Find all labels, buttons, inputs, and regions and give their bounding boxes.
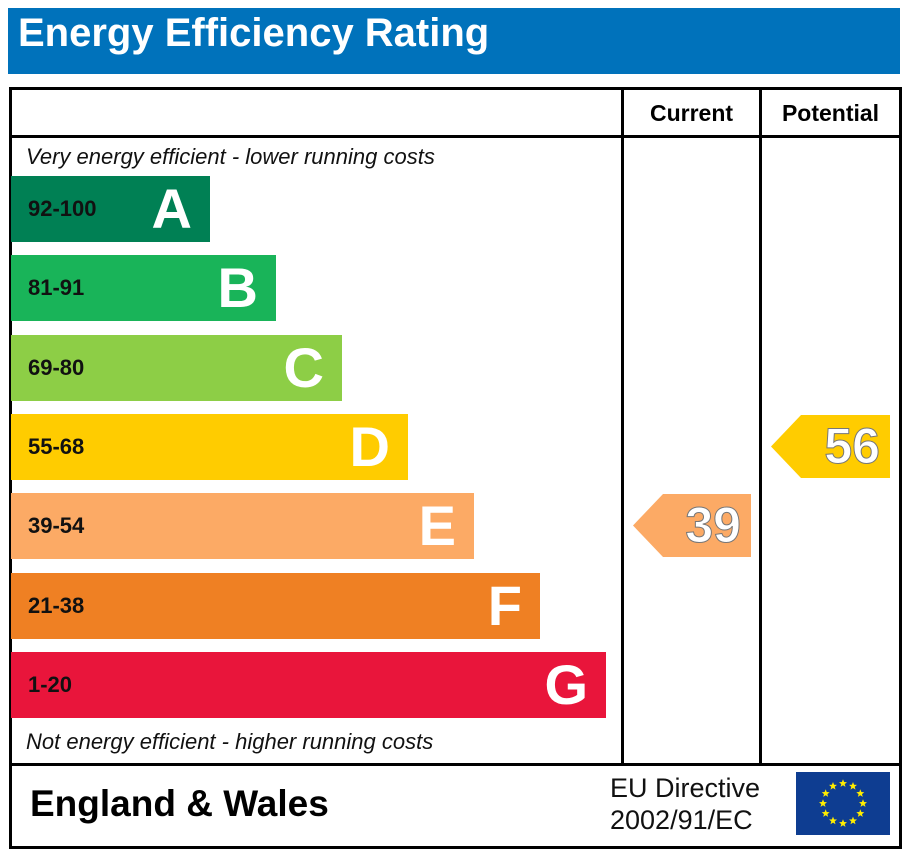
band-range: 21-38 [28,592,85,618]
chart-title: Energy Efficiency Rating [18,11,490,55]
chart-frame [9,87,902,849]
band-bar-c: 69-80 C [11,334,342,401]
band-letter: D [349,414,390,478]
column-header-potential: Potential [781,100,880,126]
column-divider-potential [759,87,762,765]
band-bar-a: 92-100 A [11,176,210,242]
band-letter: C [283,335,324,399]
country-label: England & Wales [30,783,329,824]
band-range: 39-54 [28,513,85,539]
header-divider [9,135,899,138]
potential-rating-arrow: 56 [771,414,890,478]
eu-flag-icon [796,772,890,835]
band-letter: F [487,573,522,637]
column-divider-current [621,87,624,765]
band-bar-d: 55-68 D [11,413,408,480]
band-range: 1-20 [28,671,73,697]
bottom-note: Not energy efficient - higher running co… [26,729,434,754]
band-bar-g: 1-20 G [11,651,606,718]
band-range: 55-68 [28,433,85,459]
potential-rating-value: 56 [824,417,881,474]
title-bar [8,8,900,74]
top-note: Very energy efficient - lower running co… [26,144,435,169]
column-header-current: Current [649,100,734,126]
footer-divider [9,763,899,766]
band-letter: G [544,652,588,716]
band-range: 92-100 [28,196,97,221]
directive-line1: EU Directive [610,773,761,803]
band-letter: B [217,256,258,320]
band-bar-b: 81-91 B [11,255,276,322]
band-bar-f: 21-38 F [11,572,540,639]
directive-line2: 2002/91/EC [610,805,753,835]
band-bar-e: 39-54 E [11,493,474,560]
current-rating-value: 39 [685,497,742,554]
band-letter: E [418,494,456,558]
band-range: 81-91 [28,275,85,301]
band-range: 69-80 [28,354,85,380]
band-letter: A [151,177,192,240]
current-rating-arrow: 39 [633,494,751,558]
